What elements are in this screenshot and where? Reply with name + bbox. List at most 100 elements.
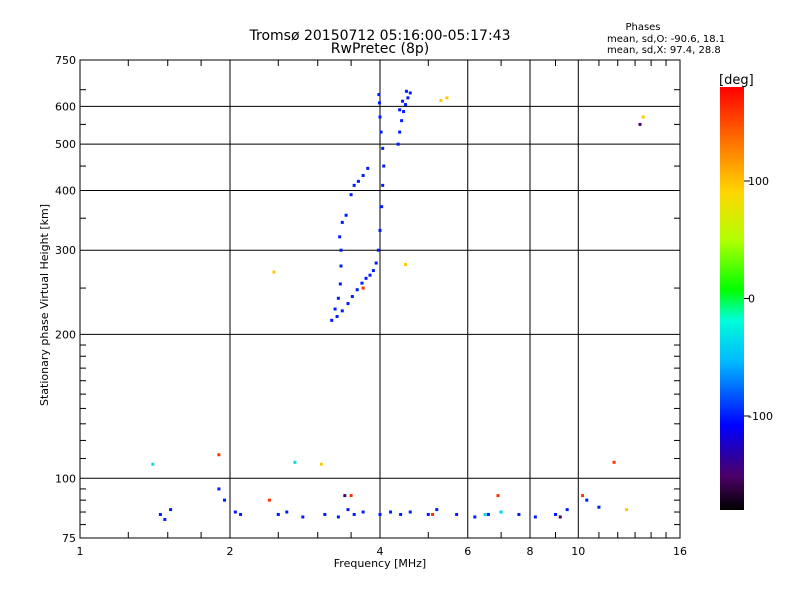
data-point [267, 498, 271, 502]
colorbar-ticks: 100 0 -100 [744, 175, 773, 423]
data-point [398, 108, 402, 112]
y-tick-label: 600 [55, 100, 76, 113]
data-point [272, 270, 276, 274]
data-point [517, 512, 521, 516]
data-point [336, 296, 340, 300]
stats-line-x: mean, sd,X: 97.4, 28.8 [607, 45, 721, 56]
y-tick-label: 200 [55, 328, 76, 341]
x-tick-label: 8 [527, 545, 534, 558]
x-tick-label: 16 [673, 545, 687, 558]
data-point [361, 286, 365, 290]
data-point [336, 515, 340, 519]
data-point [340, 220, 344, 224]
data-point [381, 183, 385, 187]
data-point [445, 96, 449, 100]
data-point [483, 512, 487, 516]
data-point [239, 512, 243, 516]
data-point [558, 515, 562, 519]
data-point [356, 179, 360, 183]
data-point [439, 99, 443, 103]
chart-title: Tromsø 20150712 05:16:00-05:17:43 [249, 28, 511, 44]
data-point [368, 273, 372, 277]
data-point [355, 288, 359, 292]
data-point [399, 512, 403, 516]
data-point [323, 512, 327, 516]
data-point [496, 494, 500, 498]
data-point [455, 512, 459, 516]
data-point [396, 142, 400, 146]
data-point [352, 183, 356, 187]
data-point [338, 235, 342, 239]
data-point [533, 515, 537, 519]
data-point [301, 515, 305, 519]
data-point [404, 89, 408, 93]
data-point [360, 281, 364, 285]
data-point [553, 512, 557, 516]
data-point [377, 101, 381, 105]
x-tick-labels: 1 2 4 6 8 10 16 [77, 545, 688, 558]
data-point [382, 164, 386, 168]
data-point [398, 130, 402, 134]
colorbar-tick-label: 100 [748, 175, 769, 188]
data-point [158, 512, 162, 516]
data-point [403, 263, 407, 267]
data-point [638, 122, 642, 126]
y-tick-label: 500 [55, 138, 76, 151]
data-point [585, 498, 589, 502]
x-tick-label: 4 [377, 545, 384, 558]
data-point [349, 494, 353, 498]
minor-ticks [80, 60, 680, 538]
data-point [338, 282, 342, 286]
data-point [276, 512, 280, 516]
colorbar-tick-label: 0 [748, 293, 755, 306]
data-point [364, 276, 368, 280]
data-point [339, 248, 343, 252]
data-point [400, 119, 404, 123]
y-tick-label: 75 [62, 532, 76, 545]
data-point [376, 248, 380, 252]
y-tick-label: 300 [55, 244, 76, 257]
data-point [380, 205, 384, 209]
data-point [378, 115, 382, 119]
data-point [350, 295, 354, 299]
data-point [389, 510, 393, 514]
data-point [217, 453, 221, 457]
data-point [377, 93, 381, 97]
colorbar-label: [deg] [719, 73, 754, 88]
x-tick-label: 1 [77, 545, 84, 558]
data-point [473, 515, 477, 519]
grid-lines [80, 60, 680, 538]
data-point [343, 494, 347, 498]
x-axis-label: Frequency [MHz] [334, 557, 426, 570]
data-point [344, 213, 348, 217]
data-point [339, 264, 343, 268]
data-point [402, 110, 406, 114]
data-point [217, 487, 221, 491]
y-tick-label: 100 [55, 472, 76, 485]
data-point [361, 510, 365, 514]
data-point [346, 302, 350, 306]
data-point [163, 517, 167, 521]
data-point [499, 510, 503, 514]
data-point [340, 309, 344, 313]
data-points [151, 89, 645, 521]
x-tick-label: 6 [464, 545, 471, 558]
data-point [401, 99, 405, 103]
data-point [330, 318, 334, 322]
data-point [426, 512, 430, 516]
data-point [223, 498, 227, 502]
data-point [408, 91, 412, 95]
data-point [378, 228, 382, 232]
data-point [319, 462, 323, 466]
data-point [379, 130, 383, 134]
data-point [597, 505, 601, 509]
data-point [403, 103, 407, 107]
colorbar [720, 87, 744, 510]
data-point [335, 314, 339, 318]
y-axis-label: Stationary phase Virtual Height [km] [38, 204, 51, 406]
colorbar-tick-label: -100 [748, 410, 773, 423]
data-point [293, 460, 297, 464]
data-point [366, 166, 370, 170]
chart-subtitle: RwPretec (8p) [331, 41, 429, 57]
